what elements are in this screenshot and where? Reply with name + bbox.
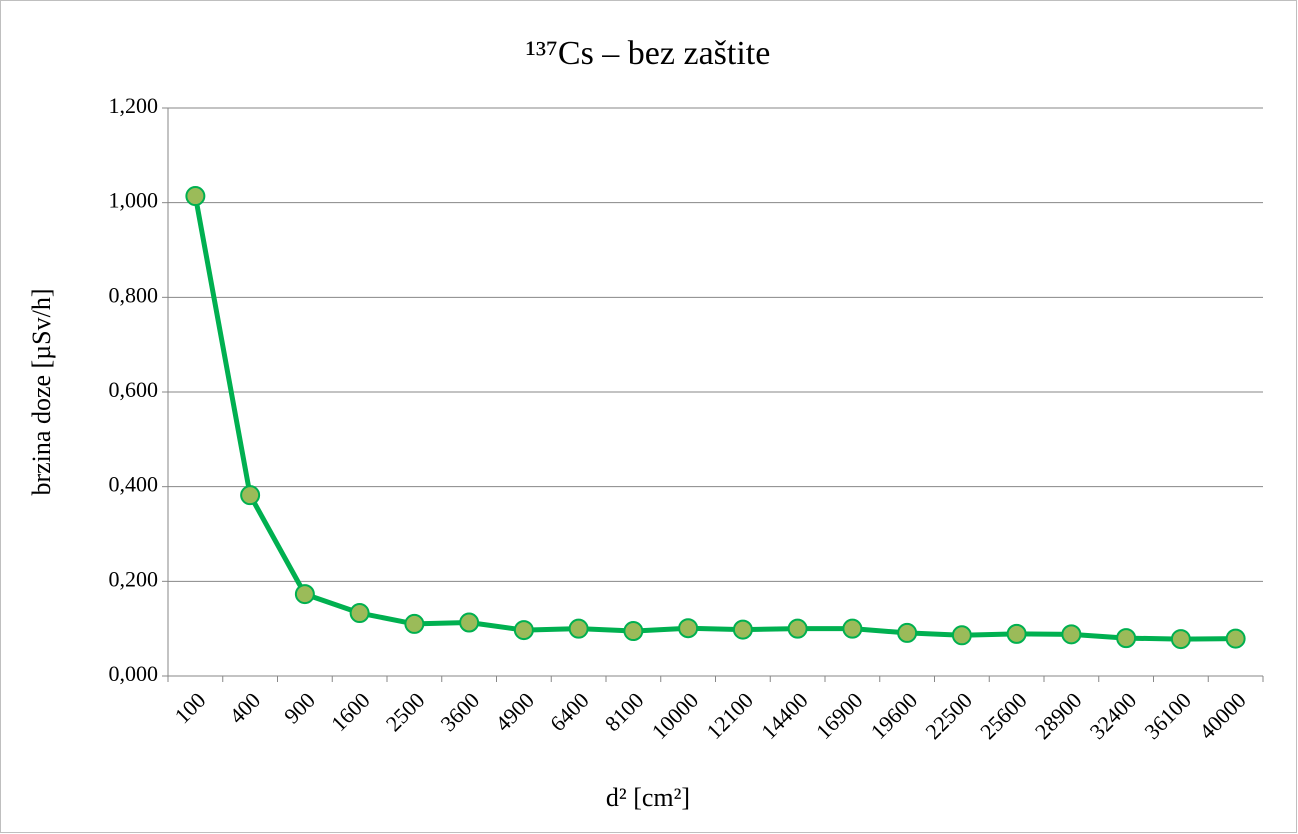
- data-point: [1225, 628, 1246, 649]
- y-tick-label: 1,000: [109, 188, 159, 213]
- data-point: [732, 619, 753, 640]
- y-tick-label: 0,800: [109, 282, 159, 307]
- data-point: [951, 625, 972, 646]
- data-point: [294, 584, 315, 605]
- y-tick-label: 0,200: [109, 566, 159, 591]
- data-point: [678, 618, 699, 639]
- data-point: [1170, 629, 1191, 650]
- y-axis-label: brzina doze [µSv/h]: [27, 288, 56, 495]
- chart-title: ¹³⁷Cs – bez zaštite: [526, 35, 771, 72]
- data-point: [459, 612, 480, 633]
- data-point: [623, 621, 644, 642]
- data-point: [185, 186, 206, 207]
- data-point: [568, 618, 589, 639]
- y-tick-label: 1,200: [109, 93, 159, 118]
- data-point: [1116, 628, 1137, 649]
- y-tick-label: 0,400: [109, 472, 159, 497]
- data-point: [787, 618, 808, 639]
- y-tick-label: 0,000: [109, 661, 159, 686]
- data-point: [404, 613, 425, 634]
- data-point: [1006, 623, 1027, 644]
- x-axis-label: d² [cm²]: [606, 783, 690, 812]
- data-point: [842, 618, 863, 639]
- data-point: [349, 603, 370, 624]
- data-point: [1061, 624, 1082, 645]
- data-point: [513, 620, 534, 641]
- data-point: [240, 485, 261, 506]
- y-tick-label: 0,600: [109, 377, 159, 402]
- data-point: [897, 622, 918, 643]
